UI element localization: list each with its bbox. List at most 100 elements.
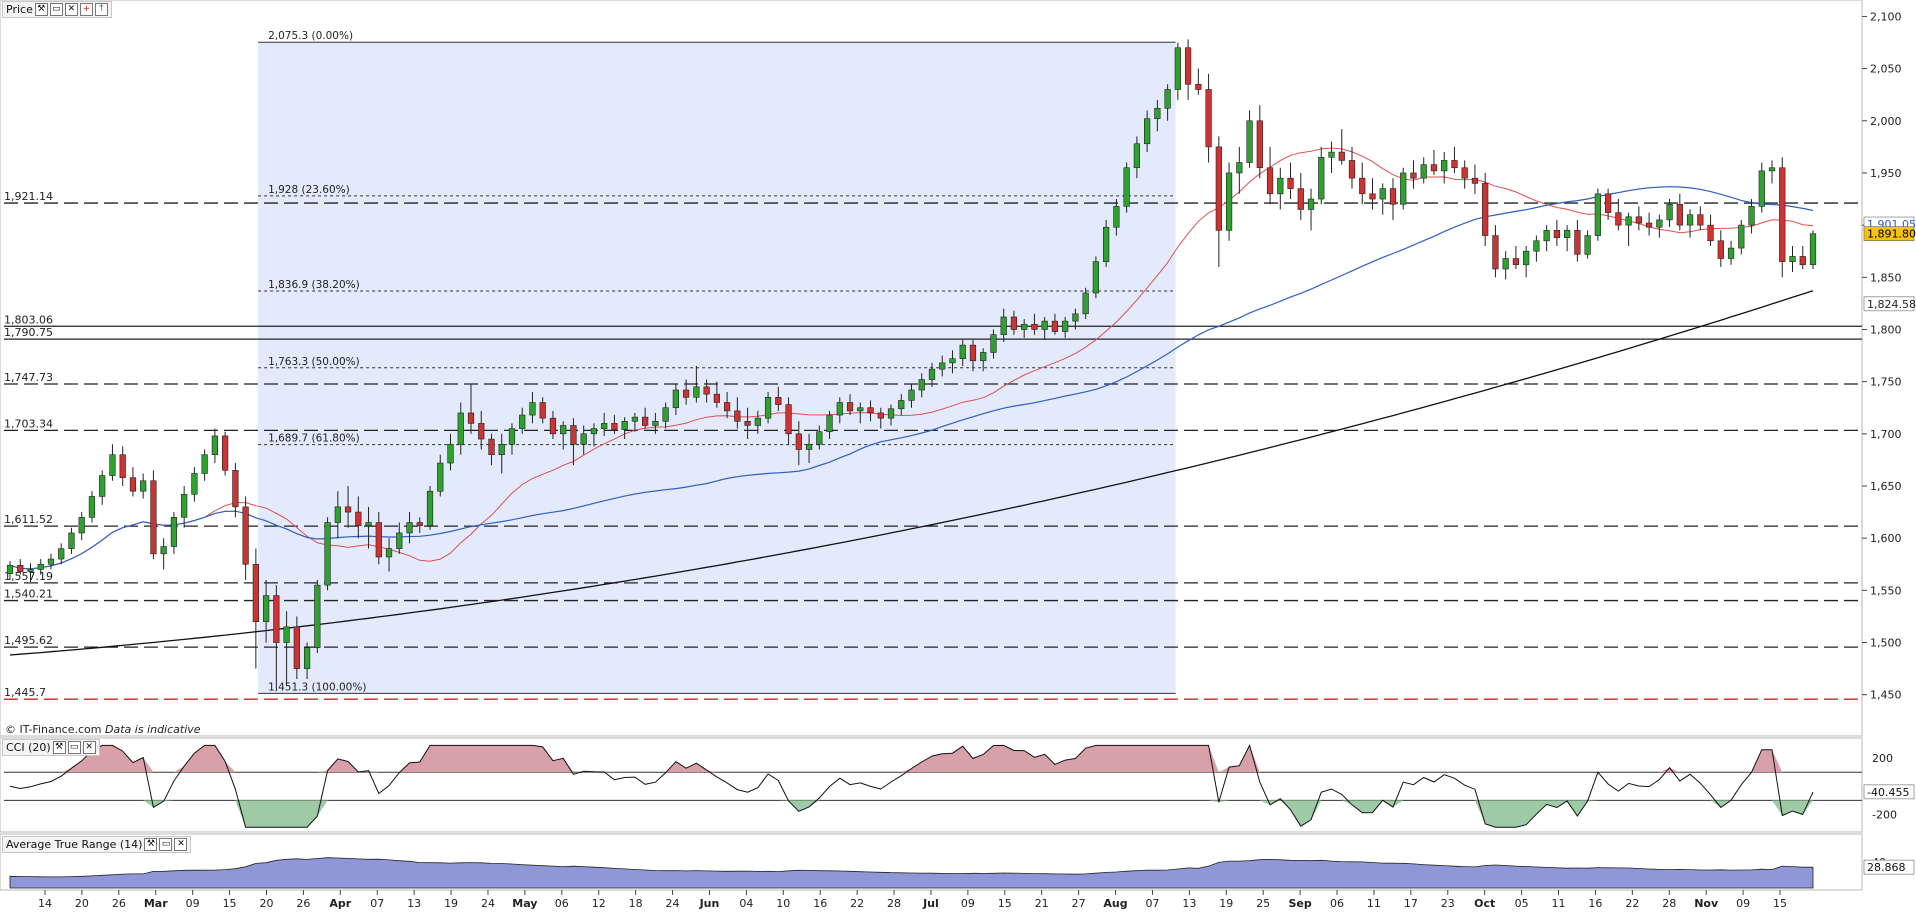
candle-up xyxy=(652,421,659,426)
x-tick-label: 28 xyxy=(887,897,901,910)
atr-pane[interactable]: 4028.868 xyxy=(0,833,1915,891)
x-tick-label: 09 xyxy=(961,897,975,910)
candle-down xyxy=(1615,212,1622,226)
moving-averages xyxy=(9,147,1814,656)
maximize-icon[interactable]: ▭ xyxy=(159,838,173,851)
horizontal-level-label: 1,921.14 xyxy=(4,190,53,203)
x-tick-label: 06 xyxy=(555,897,569,910)
candle-down xyxy=(734,410,741,422)
candle-down xyxy=(478,423,485,440)
close-icon[interactable]: ✕ xyxy=(174,838,188,851)
candle-up xyxy=(908,389,915,401)
copyright-text: © IT-Finance.com Data is indicative xyxy=(5,723,201,736)
candle-down xyxy=(642,416,649,426)
candle-up xyxy=(1420,164,1427,179)
x-tick-label: 10 xyxy=(776,897,790,910)
candle-up xyxy=(959,344,966,359)
x-tick-label: Jun xyxy=(699,897,720,910)
maximize-icon[interactable]: ▭ xyxy=(67,741,81,754)
candle-up xyxy=(1594,193,1601,236)
candle-down xyxy=(1512,258,1520,266)
candle-down xyxy=(129,477,137,492)
x-tick-label: May xyxy=(512,897,537,910)
candle-up xyxy=(140,480,147,492)
x-tick-label: 09 xyxy=(1736,897,1750,910)
candle-down xyxy=(570,425,577,445)
y-tick-label: 1,850 xyxy=(1870,271,1902,284)
x-tick-label: Oct xyxy=(1474,897,1495,910)
candle-up xyxy=(1164,89,1171,109)
candle-down xyxy=(1717,240,1724,259)
candle-up xyxy=(47,558,55,565)
candle-down xyxy=(969,344,977,362)
atr-pane-title[interactable]: Average True Range (14) ⚒ ▭ ✕ xyxy=(2,836,192,853)
candle-down xyxy=(744,421,751,426)
x-tick-label: 13 xyxy=(407,897,421,910)
candle-down xyxy=(252,563,259,622)
candles xyxy=(6,39,1817,690)
x-tick-label: 13 xyxy=(1182,897,1196,910)
candle-down xyxy=(785,404,792,435)
candle-down xyxy=(467,412,475,424)
maximize-icon[interactable]: ▭ xyxy=(49,3,63,16)
x-tick-label: Nov xyxy=(1694,897,1719,910)
candle-down xyxy=(1697,214,1704,226)
candle-up xyxy=(160,546,167,555)
x-tick-label: 07 xyxy=(1145,897,1159,910)
x-tick-label: 07 xyxy=(370,897,384,910)
candle-up xyxy=(1686,214,1694,226)
candle-up xyxy=(590,428,598,435)
fibonacci-levels: 2,075.3 (0.00%) 1,928 (23.60%) 1,836.9 (38… xyxy=(258,30,1176,694)
candle-down xyxy=(877,412,884,419)
y-tick-label: 2,000 xyxy=(1870,115,1902,128)
price-pane-label: Price xyxy=(6,3,33,16)
x-tick-label: 15 xyxy=(998,897,1012,910)
candle-up xyxy=(426,490,434,526)
candle-up xyxy=(457,412,464,445)
x-tick-label: 15 xyxy=(1773,897,1787,910)
candle-up xyxy=(6,565,14,574)
candle-up xyxy=(1379,188,1386,200)
y-tick-label: 1,950 xyxy=(1870,167,1902,180)
close-icon[interactable]: ✕ xyxy=(64,3,78,16)
candle-down xyxy=(1676,203,1683,226)
wrench-icon[interactable]: ⚒ xyxy=(144,838,158,851)
close-icon[interactable]: ✕ xyxy=(82,741,96,754)
candle-up xyxy=(631,416,639,422)
candle-up xyxy=(519,414,526,429)
y-tick-label: 1,500 xyxy=(1870,637,1902,650)
candle-up xyxy=(170,517,178,547)
cci-pane-title[interactable]: CCI (20) ⚒ ▭ ✕ xyxy=(2,739,100,756)
x-tick-label: 21 xyxy=(1035,897,1049,910)
wrench-icon[interactable]: ⚒ xyxy=(34,3,48,16)
ma-slow-line xyxy=(9,290,1814,656)
candle-up xyxy=(1523,250,1530,266)
cci-pane[interactable]: 200 -200 -40.455 xyxy=(0,737,1915,833)
candle-down xyxy=(1461,167,1468,179)
horizontal-levels[interactable]: 1,921.14 1,803.061,790.75 1,747.73 1,703.34… xyxy=(4,190,1862,700)
x-tick-label: 16 xyxy=(813,897,827,910)
candle-up xyxy=(754,417,761,426)
candle-up xyxy=(58,548,65,560)
horizontal-level-label: 1,445.7 xyxy=(4,686,46,699)
price-pane-title[interactable]: Price ⚒ ▭ ✕ + ↑ xyxy=(2,1,112,18)
candle-up xyxy=(1174,47,1181,90)
candle-up xyxy=(1236,162,1243,174)
candle-down xyxy=(1348,160,1356,179)
candle-down xyxy=(1010,316,1018,330)
candle-up xyxy=(693,386,700,398)
wrench-icon[interactable]: ⚒ xyxy=(52,741,66,754)
arrow-up-icon[interactable]: ↑ xyxy=(94,3,108,16)
candle-up xyxy=(1758,170,1765,207)
candle-up xyxy=(1625,216,1632,226)
x-tick-label: 28 xyxy=(1662,897,1676,910)
candle-up xyxy=(826,414,833,433)
price-pane[interactable]: 1,921.14 1,803.061,790.75 1,747.73 1,703.34… xyxy=(0,0,1916,737)
candle-up xyxy=(1092,261,1100,294)
add-icon[interactable]: + xyxy=(79,3,93,16)
candle-up xyxy=(78,517,85,534)
candle-down xyxy=(1369,193,1376,200)
candle-down xyxy=(17,565,24,572)
candle-up xyxy=(1318,157,1325,200)
